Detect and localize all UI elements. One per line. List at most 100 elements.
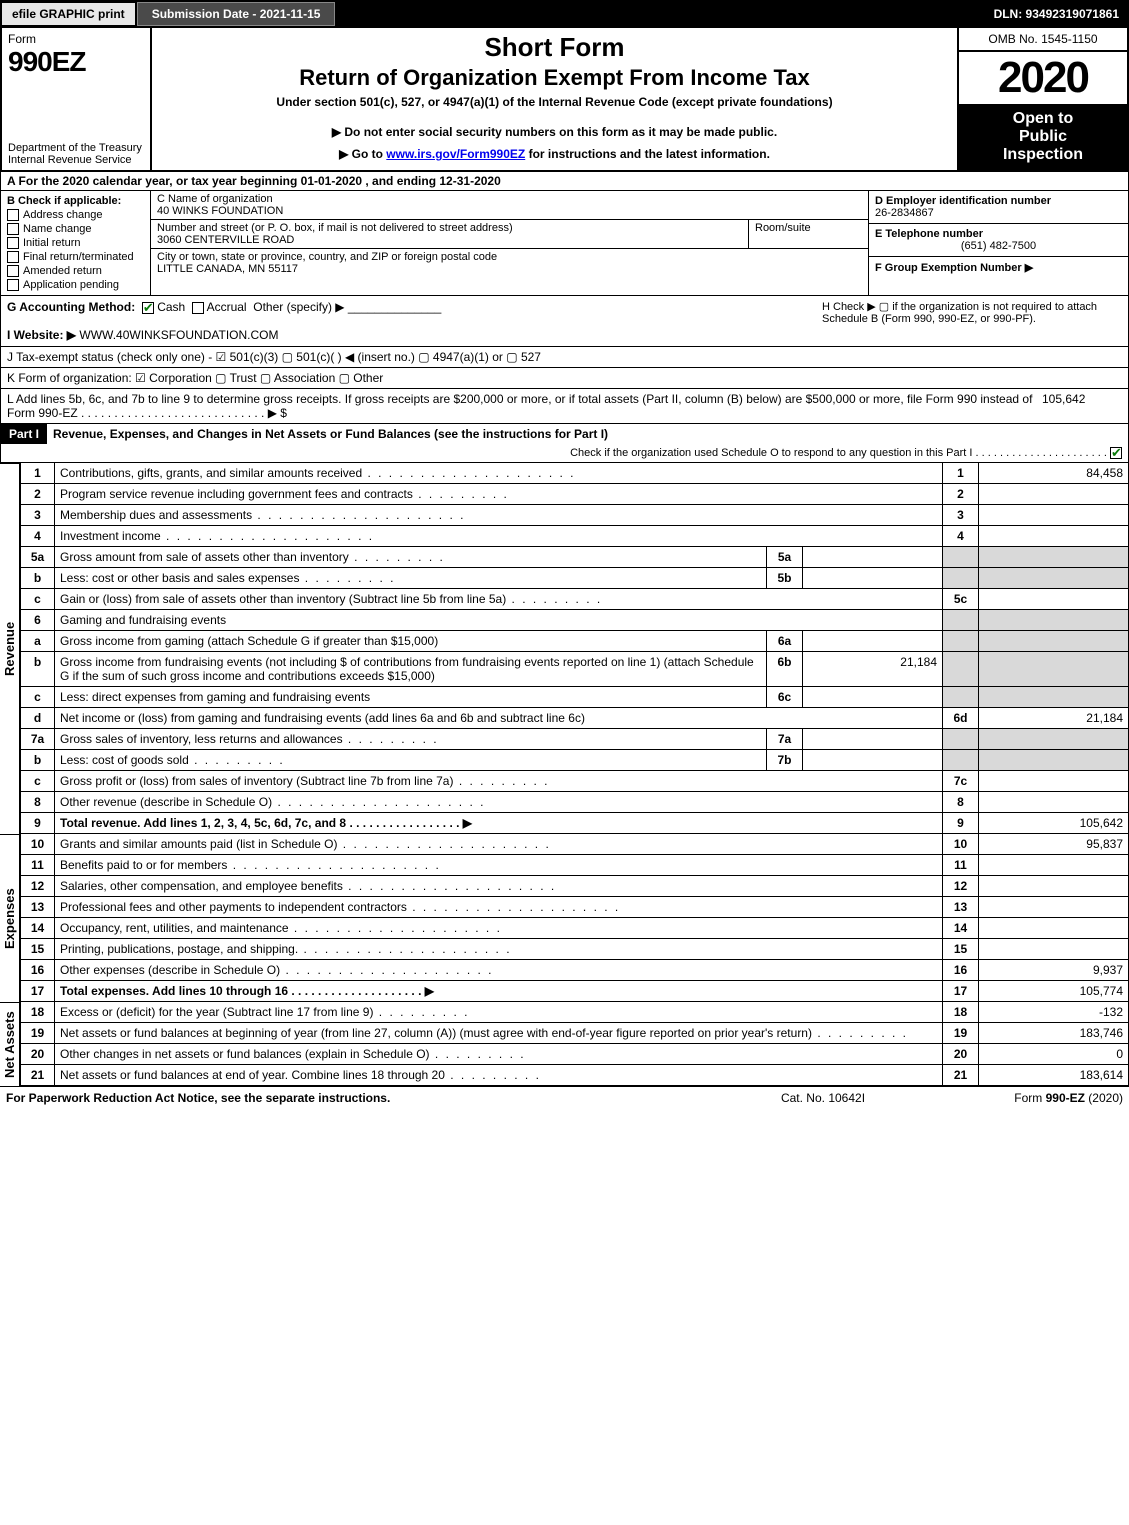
insp-2: Public bbox=[1019, 128, 1067, 145]
under-section-text: Under section 501(c), 527, or 4947(a)(1)… bbox=[160, 95, 949, 109]
catalog-number: Cat. No. 10642I bbox=[723, 1091, 923, 1105]
cash-label: Cash bbox=[157, 300, 185, 314]
line-num: 7a bbox=[21, 729, 55, 750]
group-exemption-label: F Group Exemption Number ▶ bbox=[875, 262, 1033, 274]
city-value: LITTLE CANADA, MN 55117 bbox=[157, 263, 862, 275]
line-amount bbox=[979, 771, 1129, 792]
line-amount bbox=[979, 505, 1129, 526]
line-ref: 11 bbox=[943, 855, 979, 876]
line-desc: Net assets or fund balances at end of ye… bbox=[60, 1068, 445, 1082]
section-c: C Name of organization 40 WINKS FOUNDATI… bbox=[151, 191, 868, 295]
chk-final-return[interactable]: Final return/terminated bbox=[7, 251, 144, 263]
line-num: 8 bbox=[21, 792, 55, 813]
line-ref: 10 bbox=[943, 834, 979, 855]
chk-address-change[interactable]: Address change bbox=[7, 209, 144, 221]
checkbox-accrual-icon[interactable] bbox=[192, 302, 204, 314]
phone-label: E Telephone number bbox=[875, 228, 1122, 240]
line-num: 14 bbox=[21, 918, 55, 939]
line-desc: Other revenue (describe in Schedule O) bbox=[60, 795, 272, 809]
submission-date-button[interactable]: Submission Date - 2021-11-15 bbox=[137, 2, 336, 26]
header-right: OMB No. 1545-1150 2020 Open to Public In… bbox=[957, 28, 1127, 170]
line-3: 3Membership dues and assessments3 bbox=[21, 505, 1129, 526]
mid-label: 7b bbox=[767, 750, 803, 771]
line-desc: Total revenue. Add lines 1, 2, 3, 4, 5c,… bbox=[60, 816, 472, 830]
chk-initial-return[interactable]: Initial return bbox=[7, 237, 144, 249]
omb-number: OMB No. 1545-1150 bbox=[959, 28, 1127, 52]
netassets-table: 18Excess or (deficit) for the year (Subt… bbox=[20, 1002, 1129, 1086]
goto-line: ▶ Go to www.irs.gov/Form990EZ for instru… bbox=[160, 147, 949, 161]
line-19: 19Net assets or fund balances at beginni… bbox=[21, 1023, 1129, 1044]
mid-label: 5b bbox=[767, 568, 803, 589]
line-17: 17Total expenses. Add lines 10 through 1… bbox=[21, 981, 1129, 1002]
mid-label: 7a bbox=[767, 729, 803, 750]
line-4: 4Investment income4 bbox=[21, 526, 1129, 547]
netassets-side-label: Net Assets bbox=[0, 1002, 20, 1086]
ein-row: D Employer identification number 26-2834… bbox=[869, 191, 1128, 224]
line-desc: Less: cost or other basis and sales expe… bbox=[60, 571, 299, 585]
revenue-table: 1Contributions, gifts, grants, and simil… bbox=[20, 463, 1129, 834]
line-12: 12Salaries, other compensation, and empl… bbox=[21, 876, 1129, 897]
row-l: L Add lines 5b, 6c, and 7b to line 9 to … bbox=[0, 389, 1129, 424]
form-code: 990EZ bbox=[8, 46, 144, 78]
room-suite-cell: Room/suite bbox=[748, 220, 868, 248]
line-amount: 183,746 bbox=[979, 1023, 1129, 1044]
expenses-table: 10Grants and similar amounts paid (list … bbox=[20, 834, 1129, 1002]
line-ref: 5c bbox=[943, 589, 979, 610]
accounting-method-label: G Accounting Method: bbox=[7, 300, 135, 314]
schedule-o-checkbox-icon[interactable] bbox=[1110, 447, 1122, 459]
checkbox-cash-icon[interactable] bbox=[142, 302, 154, 314]
efile-print-button[interactable]: efile GRAPHIC print bbox=[2, 3, 137, 25]
org-name-label: C Name of organization bbox=[157, 193, 862, 205]
room-label: Room/suite bbox=[755, 222, 862, 234]
line-ref: 20 bbox=[943, 1044, 979, 1065]
shaded-cell bbox=[943, 631, 979, 652]
mid-value bbox=[803, 631, 943, 652]
other-specify-label: Other (specify) ▶ bbox=[253, 300, 344, 314]
line-ref: 2 bbox=[943, 484, 979, 505]
line-num: 2 bbox=[21, 484, 55, 505]
chk-name-change[interactable]: Name change bbox=[7, 223, 144, 235]
line-ref: 12 bbox=[943, 876, 979, 897]
dept-treasury: Department of the Treasury bbox=[8, 142, 142, 154]
checkbox-icon bbox=[7, 265, 19, 277]
line-num: 6 bbox=[21, 610, 55, 631]
line-desc: Other changes in net assets or fund bala… bbox=[60, 1047, 430, 1061]
chk-amended-return[interactable]: Amended return bbox=[7, 265, 144, 277]
line-6a: aGross income from gaming (attach Schedu… bbox=[21, 631, 1129, 652]
mid-label: 6b bbox=[767, 652, 803, 687]
line-desc: Investment income bbox=[60, 529, 161, 543]
chk-label: Initial return bbox=[23, 237, 80, 249]
irs-link[interactable]: www.irs.gov/Form990EZ bbox=[386, 147, 525, 161]
shaded-cell bbox=[943, 547, 979, 568]
line-13: 13Professional fees and other payments t… bbox=[21, 897, 1129, 918]
line-amount bbox=[979, 876, 1129, 897]
line-desc: Gross income from gaming (attach Schedul… bbox=[55, 631, 767, 652]
line-num: 20 bbox=[21, 1044, 55, 1065]
line-desc: Other expenses (describe in Schedule O) bbox=[60, 963, 280, 977]
line-desc: Gaming and fundraising events bbox=[55, 610, 943, 631]
row-g: G Accounting Method: Cash Accrual Other … bbox=[7, 300, 822, 342]
shaded-cell bbox=[943, 687, 979, 708]
line-desc: Less: direct expenses from gaming and fu… bbox=[60, 690, 370, 704]
row-k: K Form of organization: ☑ Corporation ▢ … bbox=[0, 368, 1129, 389]
org-name-value: 40 WINKS FOUNDATION bbox=[157, 205, 862, 217]
mid-value bbox=[803, 568, 943, 589]
line-amount bbox=[979, 484, 1129, 505]
chk-application-pending[interactable]: Application pending bbox=[7, 279, 144, 291]
org-address-row: Number and street (or P. O. box, if mail… bbox=[151, 220, 868, 249]
net-assets-section: Net Assets 18Excess or (deficit) for the… bbox=[0, 1002, 1129, 1086]
line-ref: 1 bbox=[943, 463, 979, 484]
shaded-cell bbox=[979, 750, 1129, 771]
line-num: 4 bbox=[21, 526, 55, 547]
line-amount bbox=[979, 526, 1129, 547]
open-to-public-inspection: Open to Public Inspection bbox=[959, 104, 1127, 170]
shaded-cell bbox=[943, 610, 979, 631]
mid-value bbox=[803, 547, 943, 568]
line-desc: Net income or (loss) from gaming and fun… bbox=[55, 708, 943, 729]
chk-label: Application pending bbox=[23, 279, 119, 291]
line-num: 9 bbox=[21, 813, 55, 834]
ein-value: 26-2834867 bbox=[875, 207, 1122, 219]
shaded-cell bbox=[979, 610, 1129, 631]
line-ref: 19 bbox=[943, 1023, 979, 1044]
line-18: 18Excess or (deficit) for the year (Subt… bbox=[21, 1002, 1129, 1023]
